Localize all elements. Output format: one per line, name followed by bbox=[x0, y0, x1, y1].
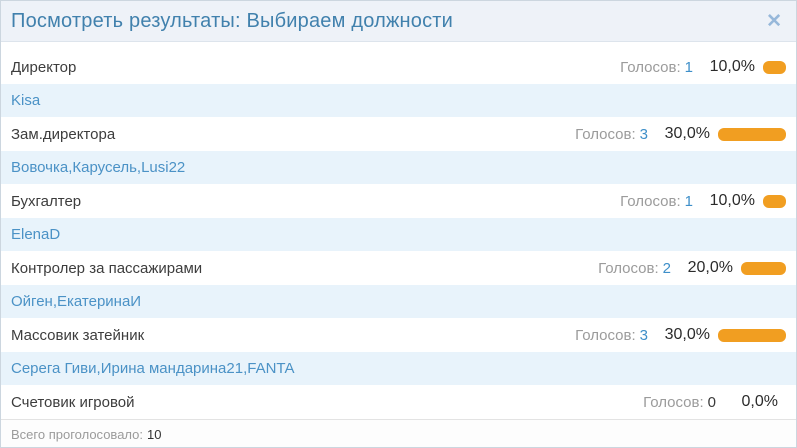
voter-link[interactable]: Вовочка bbox=[11, 159, 69, 176]
voter-separator: , bbox=[243, 360, 248, 377]
voter-link[interactable]: ElenaD bbox=[11, 226, 61, 243]
percent-bar bbox=[763, 194, 786, 208]
percent-bar-track bbox=[763, 194, 786, 208]
poll-option-row: Зам.директора Голосов: 3 30,0% bbox=[1, 117, 796, 151]
votes-group: Голосов: 1 bbox=[598, 193, 693, 210]
votes-group: Голосов: 0 bbox=[621, 394, 716, 411]
voter-link[interactable]: FANTA bbox=[247, 360, 295, 377]
percent-value: 30,0% bbox=[664, 125, 710, 142]
percent-bar-track bbox=[741, 261, 786, 275]
percent-bar bbox=[741, 261, 786, 275]
votes-count-link[interactable]: 1 bbox=[684, 192, 693, 210]
total-voted-label: Всего проголосовало: bbox=[11, 427, 143, 442]
percent-value: 20,0% bbox=[687, 259, 733, 276]
voter-separator: , bbox=[68, 159, 73, 176]
poll-voters-row: Ойген, ЕкатеринаИ bbox=[1, 285, 796, 318]
voter-separator: , bbox=[136, 159, 142, 176]
percent-bar bbox=[763, 60, 786, 74]
option-label: Бухгалтер bbox=[11, 192, 82, 210]
percent-value: 10,0% bbox=[709, 58, 755, 75]
voter-separator: , bbox=[96, 360, 101, 377]
votes-label: Голосов: bbox=[620, 58, 681, 76]
votes-label: Голосов: bbox=[643, 393, 704, 411]
poll-voters-row: ElenaD bbox=[1, 218, 796, 251]
voter-link[interactable]: ЕкатеринаИ bbox=[57, 293, 142, 310]
voter-link[interactable]: Серега Гиви bbox=[11, 360, 97, 377]
poll-voters-row: Вовочка, Карусель, Lusi22 bbox=[1, 151, 796, 184]
header-spacer bbox=[1, 42, 796, 50]
percent-bar bbox=[718, 127, 786, 141]
votes-label: Голосов: bbox=[620, 192, 681, 210]
votes-count-link[interactable]: 3 bbox=[639, 125, 648, 143]
option-label: Массовик затейник bbox=[11, 326, 145, 344]
poll-option-row: Директор Голосов: 1 10,0% bbox=[1, 50, 796, 84]
total-voted-value: 10 bbox=[147, 427, 162, 442]
percent-value: 10,0% bbox=[709, 192, 755, 209]
voter-link[interactable]: Kisa bbox=[11, 92, 41, 109]
votes-count-link[interactable]: 2 bbox=[662, 259, 671, 277]
poll-option-row: Контролер за пассажирами Голосов: 2 20,0% bbox=[1, 251, 796, 285]
voter-link[interactable]: Ойген bbox=[11, 293, 53, 310]
votes-count: 0 bbox=[707, 393, 716, 411]
option-label: Директор bbox=[11, 58, 77, 76]
votes-count-link[interactable]: 3 bbox=[639, 326, 648, 344]
option-label: Контролер за пассажирами bbox=[11, 259, 203, 277]
option-label: Зам.директора bbox=[11, 125, 116, 143]
voter-link[interactable]: Lusi22 bbox=[141, 159, 186, 176]
option-label: Счетовик игровой bbox=[11, 393, 135, 411]
votes-group: Голосов: 3 bbox=[553, 327, 648, 344]
percent-bar-track bbox=[763, 60, 786, 74]
percent-bar-track bbox=[718, 127, 786, 141]
votes-group: Голосов: 2 bbox=[576, 260, 671, 277]
poll-option-row: Бухгалтер Голосов: 1 10,0% bbox=[1, 184, 796, 218]
poll-voters-row: Серега Гиви, Ирина мандарина21, FANTA bbox=[1, 352, 796, 385]
votes-group: Голосов: 3 bbox=[553, 126, 648, 143]
poll-option-row: Массовик затейник Голосов: 3 30,0% bbox=[1, 318, 796, 352]
percent-value: 0,0% bbox=[741, 393, 778, 410]
panel-title: Посмотреть результаты: Выбираем должност… bbox=[11, 9, 454, 32]
percent-bar bbox=[718, 328, 786, 342]
voter-separator: , bbox=[52, 293, 57, 310]
votes-label: Голосов: bbox=[575, 326, 636, 344]
panel-footer: Всего проголосовало: 10 bbox=[1, 419, 796, 447]
percent-bar-track bbox=[718, 328, 786, 342]
poll-rows-container: Директор Голосов: 1 10,0% Kisa Зам.директора Г… bbox=[1, 42, 796, 419]
voter-link[interactable]: Карусель bbox=[72, 159, 137, 176]
poll-voters-row: Kisa bbox=[1, 84, 796, 117]
votes-label: Голосов: bbox=[575, 125, 636, 143]
close-icon[interactable]: ✕ bbox=[766, 10, 782, 32]
voter-link[interactable]: Ирина мандарина21 bbox=[100, 360, 244, 377]
percent-value: 30,0% bbox=[664, 326, 710, 343]
votes-count-link[interactable]: 1 bbox=[684, 58, 693, 76]
votes-group: Голосов: 1 bbox=[598, 59, 693, 76]
panel-header: Посмотреть результаты: Выбираем должност… bbox=[1, 1, 796, 42]
poll-option-row: Счетовик игровой Голосов: 0 0,0% bbox=[1, 385, 796, 419]
votes-label: Голосов: bbox=[598, 259, 659, 277]
